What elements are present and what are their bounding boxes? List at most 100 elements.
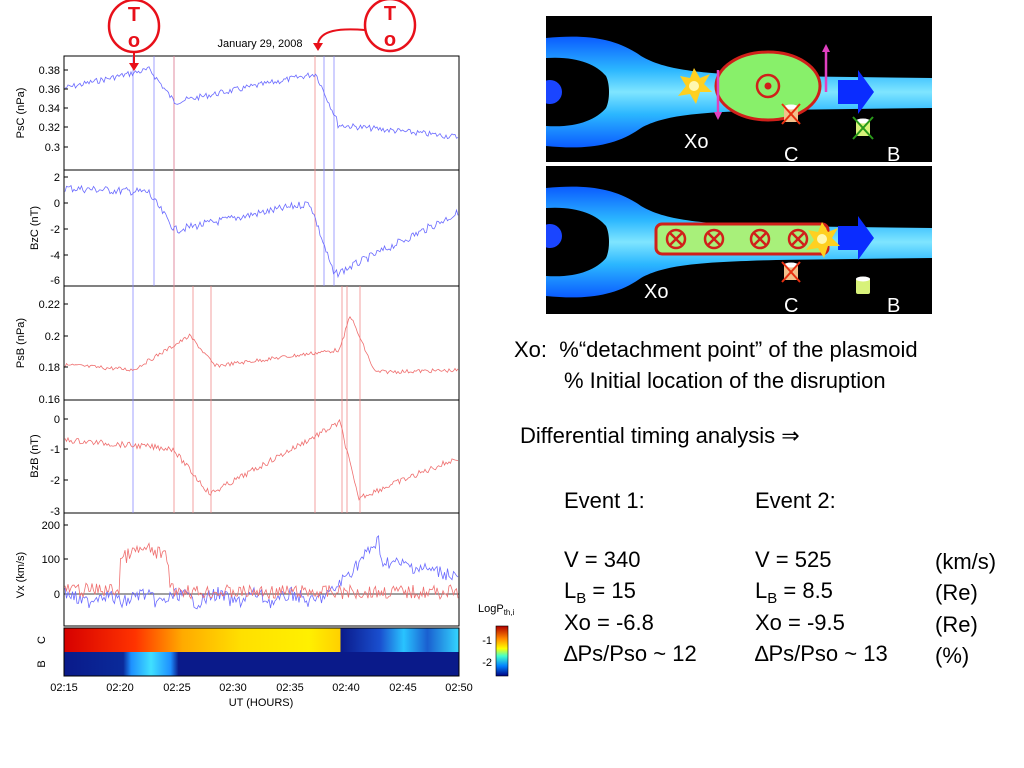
svg-text:-6: -6 bbox=[50, 275, 60, 287]
svg-text:0.16: 0.16 bbox=[39, 394, 60, 406]
svg-text:-2: -2 bbox=[50, 224, 60, 236]
time-series-plot: 0.38 0.36 0.34 0.32 0.3 2 0 -2 -4 -6 0.2… bbox=[15, 0, 515, 709]
svg-text:T: T bbox=[128, 4, 140, 26]
xo-note-line2: % Initial location of the disruption bbox=[564, 368, 886, 393]
svg-text:0.22: 0.22 bbox=[39, 299, 60, 311]
svg-text:-3: -3 bbox=[50, 506, 60, 518]
event1-lb: LB = 15 bbox=[564, 578, 636, 607]
svg-text:02:40: 02:40 bbox=[332, 682, 360, 694]
svg-text:02:20: 02:20 bbox=[106, 682, 134, 694]
spectrogram-c bbox=[64, 628, 459, 652]
psc-series bbox=[64, 66, 459, 140]
svg-text:-4: -4 bbox=[50, 250, 60, 262]
svg-text:BzB (nT): BzB (nT) bbox=[29, 434, 41, 477]
flow-arrow-icon bbox=[838, 70, 874, 114]
svg-text:200: 200 bbox=[42, 520, 60, 532]
svg-text:2: 2 bbox=[54, 172, 60, 184]
diagram-top-xo-label: Xo bbox=[684, 131, 708, 153]
vx-b-series bbox=[64, 542, 459, 601]
panel3-yticks: 0.22 0.2 0.18 0.16 bbox=[39, 299, 60, 406]
svg-text:02:30: 02:30 bbox=[219, 682, 247, 694]
y-tick-marks bbox=[64, 69, 68, 560]
svg-text:-1: -1 bbox=[482, 635, 492, 647]
panel2-yticks: 2 0 -2 -4 -6 bbox=[50, 172, 60, 287]
xo-definition: %“detachment point” of the plasmoid bbox=[559, 337, 918, 362]
event1-xo: Xo = -6.8 bbox=[564, 610, 654, 635]
date-title: January 29, 2008 bbox=[217, 38, 302, 50]
panel5-yticks: 200 100 0 bbox=[42, 520, 60, 601]
field-out-icon bbox=[755, 73, 781, 99]
unit-v: (km/s) bbox=[935, 549, 997, 574]
event2-v: V = 525 bbox=[755, 547, 832, 572]
svg-text:-2: -2 bbox=[482, 657, 492, 669]
spectrogram-row-labels: C B bbox=[36, 636, 48, 668]
svg-text:02:45: 02:45 bbox=[389, 682, 417, 694]
diagram-top-b-label: B bbox=[887, 144, 900, 166]
svg-text:0.34: 0.34 bbox=[39, 103, 60, 115]
svg-text:PsC (nPa): PsC (nPa) bbox=[15, 88, 27, 139]
colorbar bbox=[495, 625, 509, 677]
to-marker-right: T o bbox=[313, 0, 417, 53]
diagram-bottom: Xo C B bbox=[546, 166, 932, 314]
event-lines-red bbox=[173, 56, 361, 513]
svg-text:-2: -2 bbox=[50, 475, 60, 487]
xo-note-line1: Xo: %“detachment point” of the plasmoid bbox=[514, 339, 918, 361]
event1-title: Event 1: bbox=[564, 488, 645, 513]
svg-text:0.38: 0.38 bbox=[39, 65, 60, 77]
panel-frames bbox=[63, 55, 460, 627]
svg-text:o: o bbox=[384, 29, 396, 51]
svg-text:o: o bbox=[128, 30, 140, 52]
svg-text:T: T bbox=[384, 3, 396, 25]
svg-text:02:35: 02:35 bbox=[276, 682, 304, 694]
svg-text:0: 0 bbox=[54, 414, 60, 426]
colorbar-title: LogPth,i bbox=[478, 603, 515, 617]
satellite-c-icon bbox=[781, 261, 801, 283]
x-axis-label: UT (HOURS) bbox=[229, 697, 294, 709]
svg-text:B: B bbox=[36, 660, 48, 667]
unit-lb: (Re) bbox=[935, 580, 978, 605]
event2-lb: LB = 8.5 bbox=[755, 578, 833, 607]
svg-text:0.18: 0.18 bbox=[39, 362, 60, 374]
flow-arrow-icon bbox=[838, 216, 874, 260]
event2-xo: Xo = -9.5 bbox=[755, 610, 845, 635]
svg-text:C: C bbox=[36, 636, 48, 644]
to-marker-left: T o bbox=[107, 0, 161, 71]
svg-text:Vx (km/s): Vx (km/s) bbox=[15, 552, 27, 598]
vx-c-series bbox=[64, 535, 459, 610]
svg-text:0: 0 bbox=[54, 198, 60, 210]
svg-text:0.36: 0.36 bbox=[39, 84, 60, 96]
svg-text:100: 100 bbox=[42, 554, 60, 566]
svg-text:02:15: 02:15 bbox=[50, 682, 78, 694]
event1-dps: ∆Ps/Pso ~ 12 bbox=[564, 641, 697, 666]
psb-series bbox=[64, 315, 459, 375]
svg-text:0.32: 0.32 bbox=[39, 122, 60, 134]
satellite-b-icon bbox=[856, 276, 870, 294]
event2-dps: ∆Ps/Pso ~ 13 bbox=[755, 641, 888, 666]
diagram-bottom-xo-label: Xo bbox=[644, 281, 668, 303]
bzb-series bbox=[64, 418, 459, 501]
unit-dps: (%) bbox=[935, 643, 970, 668]
spectrogram-frame bbox=[63, 627, 460, 677]
event2-title: Event 2: bbox=[755, 488, 836, 513]
svg-text:0: 0 bbox=[54, 589, 60, 601]
svg-text:-1: -1 bbox=[50, 444, 60, 456]
xo-prefix: Xo: bbox=[514, 337, 548, 362]
spectrogram-b bbox=[64, 652, 459, 676]
bzc-series bbox=[64, 184, 459, 279]
unit-xo: (Re) bbox=[935, 612, 978, 637]
satellite-c-icon bbox=[781, 103, 801, 125]
diagram-top-c-label: C bbox=[784, 144, 798, 166]
svg-text:0.3: 0.3 bbox=[45, 142, 60, 154]
timing-title: Differential timing analysis ⇒ bbox=[520, 423, 800, 448]
plasmoid-diagrams: Xo C B Xo C bbox=[546, 16, 932, 314]
event1-v: V = 340 bbox=[564, 547, 641, 572]
field-into-icons bbox=[665, 228, 809, 250]
y-axis-labels: PsC (nPa) BzC (nT) PsB (nPa) BzB (nT) Vx… bbox=[15, 88, 41, 599]
satellite-b-icon bbox=[852, 116, 874, 140]
svg-text:0.2: 0.2 bbox=[45, 331, 60, 343]
svg-text:BzC (nT): BzC (nT) bbox=[29, 206, 41, 250]
diagram-bottom-c-label: C bbox=[784, 295, 798, 314]
diagram-bottom-b-label: B bbox=[887, 295, 900, 314]
panel1-yticks: 0.38 0.36 0.34 0.32 0.3 bbox=[39, 65, 60, 154]
colorbar-ticks: -1 -2 bbox=[482, 635, 492, 669]
